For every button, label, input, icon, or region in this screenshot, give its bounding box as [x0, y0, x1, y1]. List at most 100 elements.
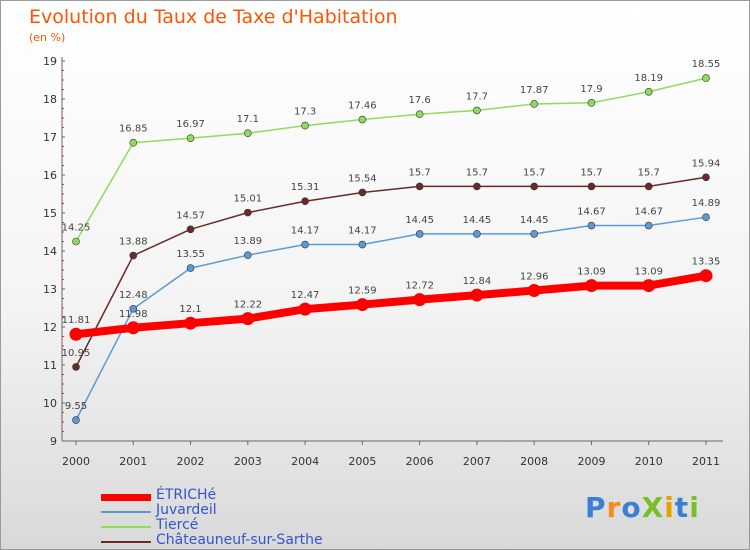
data-point-1	[129, 304, 138, 313]
data-point-3	[587, 182, 596, 191]
data-label-2: 17.46	[348, 101, 377, 112]
logo-letter: r	[606, 491, 622, 524]
data-point-1	[587, 221, 596, 230]
data-label-1: 14.17	[291, 226, 320, 237]
data-point-3	[72, 363, 80, 371]
y-tick-label: 15	[43, 207, 57, 220]
data-label-3: 15.31	[291, 182, 320, 193]
data-point-0	[126, 321, 140, 335]
data-point-0	[584, 279, 598, 293]
data-label-0: 12.72	[405, 281, 434, 292]
data-point-1	[358, 240, 367, 249]
data-label-1: 14.17	[348, 226, 377, 237]
y-tick-label: 19	[43, 55, 57, 68]
data-point-0	[527, 284, 541, 298]
data-point-0	[413, 293, 427, 307]
data-label-1: 14.89	[692, 198, 721, 209]
data-point-3	[415, 182, 424, 191]
data-point-1	[244, 251, 252, 259]
data-point-3	[129, 251, 138, 260]
data-point-2	[301, 121, 309, 130]
data-point-1	[72, 416, 80, 424]
legend-label-etriche: ÉTRICHé	[156, 487, 217, 503]
x-tick-label: 2008	[520, 455, 548, 468]
logo-letter: X	[641, 491, 665, 524]
data-label-1: 13.55	[176, 249, 205, 260]
legend-swatch-tierce	[101, 526, 151, 528]
legend-item-etriche: ÉTRICHé	[101, 487, 361, 504]
x-tick-label: 2001	[119, 455, 147, 468]
data-label-3: 15.7	[580, 167, 602, 178]
data-label-0: 12.47	[291, 290, 320, 301]
data-point-1	[301, 240, 309, 249]
data-label-2: 18.55	[692, 59, 721, 70]
data-point-1	[473, 230, 481, 238]
data-label-3: 10.95	[62, 348, 91, 359]
data-point-1	[415, 230, 424, 238]
data-point-2	[473, 106, 481, 115]
data-label-2: 17.1	[237, 114, 259, 125]
data-point-1	[186, 264, 195, 272]
data-point-0	[69, 327, 83, 341]
y-tick-label: 14	[43, 245, 57, 258]
data-label-2: 17.9	[580, 84, 602, 95]
data-label-0: 13.09	[634, 267, 663, 278]
data-point-3	[186, 225, 195, 234]
legend-swatch-etriche	[101, 494, 151, 501]
x-tick-label: 2009	[577, 455, 605, 468]
data-label-3: 15.01	[233, 194, 262, 205]
data-label-1: 14.67	[634, 207, 663, 218]
y-tick-label: 12	[43, 321, 57, 334]
y-tick-label: 18	[43, 93, 57, 106]
x-tick-label: 2000	[62, 455, 90, 468]
chart-title: Evolution du Taux de Taxe d'Habitation	[29, 6, 398, 28]
data-point-1	[702, 213, 710, 221]
legend-label-chateauneuf: Châteauneuf-sur-Sarthe	[156, 532, 323, 548]
data-point-2	[72, 237, 80, 246]
data-label-2: 17.6	[409, 95, 431, 106]
data-point-0	[642, 279, 656, 293]
data-label-0: 12.96	[520, 272, 549, 283]
data-label-0: 13.09	[577, 267, 606, 278]
data-label-3: 15.7	[409, 167, 431, 178]
data-label-2: 16.97	[176, 119, 205, 130]
data-point-0	[184, 316, 198, 330]
data-label-1: 9.55	[65, 401, 87, 412]
data-label-3: 14.57	[176, 210, 205, 221]
logo-letter: i	[664, 491, 675, 524]
x-tick-label: 2006	[406, 455, 434, 468]
data-label-0: 12.84	[463, 276, 492, 287]
data-label-3: 15.54	[348, 173, 377, 184]
x-tick-label: 2011	[692, 455, 720, 468]
data-point-2	[530, 100, 538, 108]
data-point-3	[702, 173, 710, 182]
logo-letter: i	[689, 491, 700, 524]
data-point-3	[473, 182, 481, 191]
data-label-2: 18.19	[634, 73, 663, 84]
data-point-0	[470, 288, 484, 302]
data-label-2: 17.87	[520, 85, 549, 96]
data-point-2	[644, 87, 653, 96]
chart-subtitle: (en %)	[29, 31, 66, 44]
series-line-0	[72, 271, 710, 339]
data-point-2	[587, 99, 596, 107]
x-tick-label: 2005	[348, 455, 376, 468]
logo-letter: t	[674, 491, 690, 524]
x-tick-label: 2010	[635, 455, 663, 468]
data-point-0	[298, 302, 312, 316]
y-tick-label: 13	[43, 283, 57, 296]
data-label-0: 12.59	[348, 286, 377, 297]
x-tick-label: 2002	[177, 455, 205, 468]
data-point-0	[699, 269, 713, 283]
data-point-2	[244, 129, 252, 137]
data-label-0: 11.81	[62, 315, 91, 326]
y-tick-label: 16	[43, 169, 57, 182]
data-label-1: 14.45	[520, 215, 549, 226]
x-tick-label: 2003	[234, 455, 262, 468]
legend-item-chateauneuf: Châteauneuf-sur-Sarthe	[101, 532, 361, 549]
data-point-0	[241, 312, 255, 326]
data-label-3: 15.7	[466, 167, 488, 178]
data-label-2: 14.25	[62, 223, 91, 234]
data-label-0: 12.22	[233, 300, 262, 311]
